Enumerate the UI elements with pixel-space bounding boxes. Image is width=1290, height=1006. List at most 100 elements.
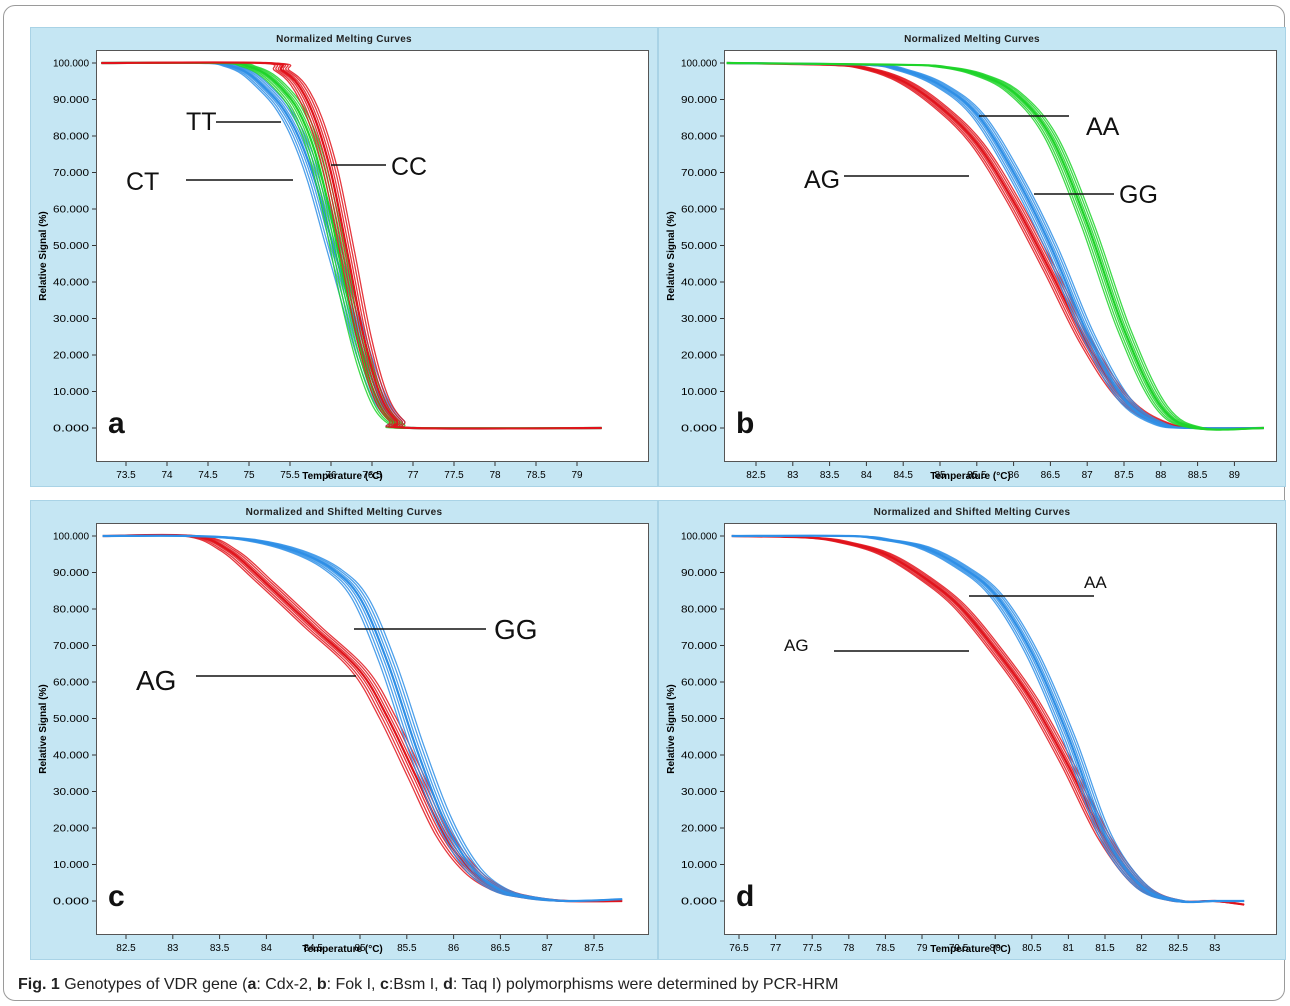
x-axis-title: Temperature (°C): [930, 944, 1011, 955]
y-axis-title: Relative Signal (%): [666, 211, 677, 300]
caption-part: : Fok I,: [326, 976, 380, 993]
x-tick-label: 87.5: [1114, 470, 1134, 481]
series-line-gg: [726, 61, 1264, 430]
x-tick-label: 83.5: [820, 470, 840, 481]
x-tick-label: 87.5: [584, 943, 604, 954]
series-line-aa: [726, 61, 1264, 431]
x-tick-label: 82.5: [746, 470, 766, 481]
y-tick-label: 20.000: [681, 351, 718, 362]
x-tick-label: 84.5: [303, 943, 323, 954]
series-line-cc: [101, 61, 602, 430]
y-tick-label: 30.000: [681, 787, 718, 798]
y-tick-label: 30.000: [681, 314, 718, 325]
annotation-label: TT: [186, 108, 217, 136]
y-axis-title: Relative Signal (%): [666, 684, 677, 773]
caption-part: b: [316, 976, 327, 993]
x-tick-label: 80.5: [1022, 943, 1042, 954]
caption-part: : Taq I) polymorphisms were determined b…: [452, 976, 839, 993]
panel-d-chart: 0.000 10.000 20.000 30.000 40.000 50.000 60.00…: [666, 532, 1245, 955]
series-group: [731, 534, 1245, 906]
x-tick-label: 88: [1155, 470, 1167, 481]
y-tick-label: 0.000: [681, 424, 718, 435]
panel-a-chart: 0.000 10.000 20.000 30.000 40.000 50.000 60.00…: [38, 59, 602, 482]
y-tick-label: 0.000: [681, 897, 718, 908]
x-tick-label: 84: [261, 943, 273, 954]
series-group: [102, 533, 623, 903]
y-tick-label: 10.000: [681, 387, 718, 398]
y-tick-label: 80.000: [53, 605, 90, 616]
x-tick-label: 76.5: [362, 470, 382, 481]
annotation-label: GG: [1119, 181, 1158, 209]
y-tick-label: 20.000: [53, 824, 90, 835]
x-tick-label: 76.5: [729, 943, 749, 954]
caption-part: :Bsm I,: [388, 976, 444, 993]
y-tick-label: 70.000: [681, 641, 718, 652]
y-tick-label: 90.000: [681, 95, 718, 106]
y-tick-label: 70.000: [53, 168, 90, 179]
series-line-aa: [726, 62, 1264, 431]
x-tick-label: 80: [990, 943, 1002, 954]
y-tick-label: 60.000: [681, 678, 718, 689]
panel-b-title: Normalized Melting Curves: [904, 34, 1040, 45]
series-line-aa: [726, 62, 1264, 431]
y-tick-label: 20.000: [53, 351, 90, 362]
series-line-gg: [102, 535, 623, 902]
y-tick-label: 40.000: [53, 278, 90, 289]
caption-part: c: [379, 976, 389, 993]
caption-part: d: [443, 976, 453, 993]
series-group: [726, 61, 1264, 431]
annotation-label: AG: [136, 665, 176, 696]
y-tick-label: 40.000: [681, 278, 718, 289]
x-tick-label: 74.5: [198, 470, 218, 481]
series-line-gg: [726, 62, 1264, 429]
series-line-ag: [726, 62, 1264, 430]
series-line-gg: [102, 535, 623, 902]
annotation-label: CT: [126, 168, 159, 196]
series-line-aa: [726, 62, 1264, 431]
y-tick-label: 80.000: [53, 132, 90, 143]
x-tick-label: 85.5: [967, 470, 987, 481]
x-tick-label: 86.5: [1041, 470, 1061, 481]
series-line-ag: [726, 62, 1264, 430]
y-tick-label: 30.000: [53, 314, 90, 325]
series-line-gg: [102, 535, 623, 902]
x-tick-label: 87: [1082, 470, 1094, 481]
panel-letter: d: [736, 880, 754, 913]
series-line-aa: [726, 62, 1264, 431]
panel-c-chart: 0.000 10.000 20.000 30.000 40.000 50.000 60.00…: [38, 532, 623, 955]
series-line-ag: [726, 62, 1264, 430]
y-tick-label: 60.000: [53, 678, 90, 689]
x-tick-label: 82.5: [116, 943, 136, 954]
y-tick-label: 70.000: [681, 168, 718, 179]
caption-text: Genotypes of VDR gene (a: Cdx-2, b: Fok …: [60, 976, 839, 993]
y-tick-label: 90.000: [681, 568, 718, 579]
y-tick-label: 60.000: [681, 205, 718, 216]
annotation-label: AA: [1084, 573, 1107, 592]
series-line-aa: [726, 62, 1264, 431]
y-tick-label: 60.000: [53, 205, 90, 216]
y-tick-label: 0.000: [53, 424, 90, 435]
x-tick-label: 74: [161, 470, 173, 481]
y-tick-label: 40.000: [53, 751, 90, 762]
series-line-cc: [101, 61, 602, 430]
series-line-cc: [101, 61, 602, 430]
y-tick-label: 90.000: [53, 95, 90, 106]
series-line-cc: [101, 61, 602, 430]
y-tick-label: 100.000: [53, 532, 89, 543]
x-tick-label: 87: [542, 943, 554, 954]
series-line-gg: [102, 535, 623, 902]
series-line-aa: [726, 62, 1264, 431]
panel-d-title: Normalized and Shifted Melting Curves: [873, 507, 1071, 518]
series-line-ag: [726, 61, 1264, 430]
y-tick-label: 80.000: [681, 605, 718, 616]
x-tick-label: 85: [934, 470, 946, 481]
x-tick-label: 75.5: [280, 470, 300, 481]
y-tick-label: 30.000: [53, 787, 90, 798]
annotation-label: AG: [804, 166, 840, 194]
panel-b-plot-area: [724, 50, 1277, 462]
panel-letter: b: [736, 407, 754, 440]
annotation-label: AG: [784, 636, 809, 655]
x-tick-label: 82.5: [1168, 943, 1188, 954]
x-tick-label: 88.5: [1188, 470, 1208, 481]
series-line-gg: [102, 535, 623, 902]
